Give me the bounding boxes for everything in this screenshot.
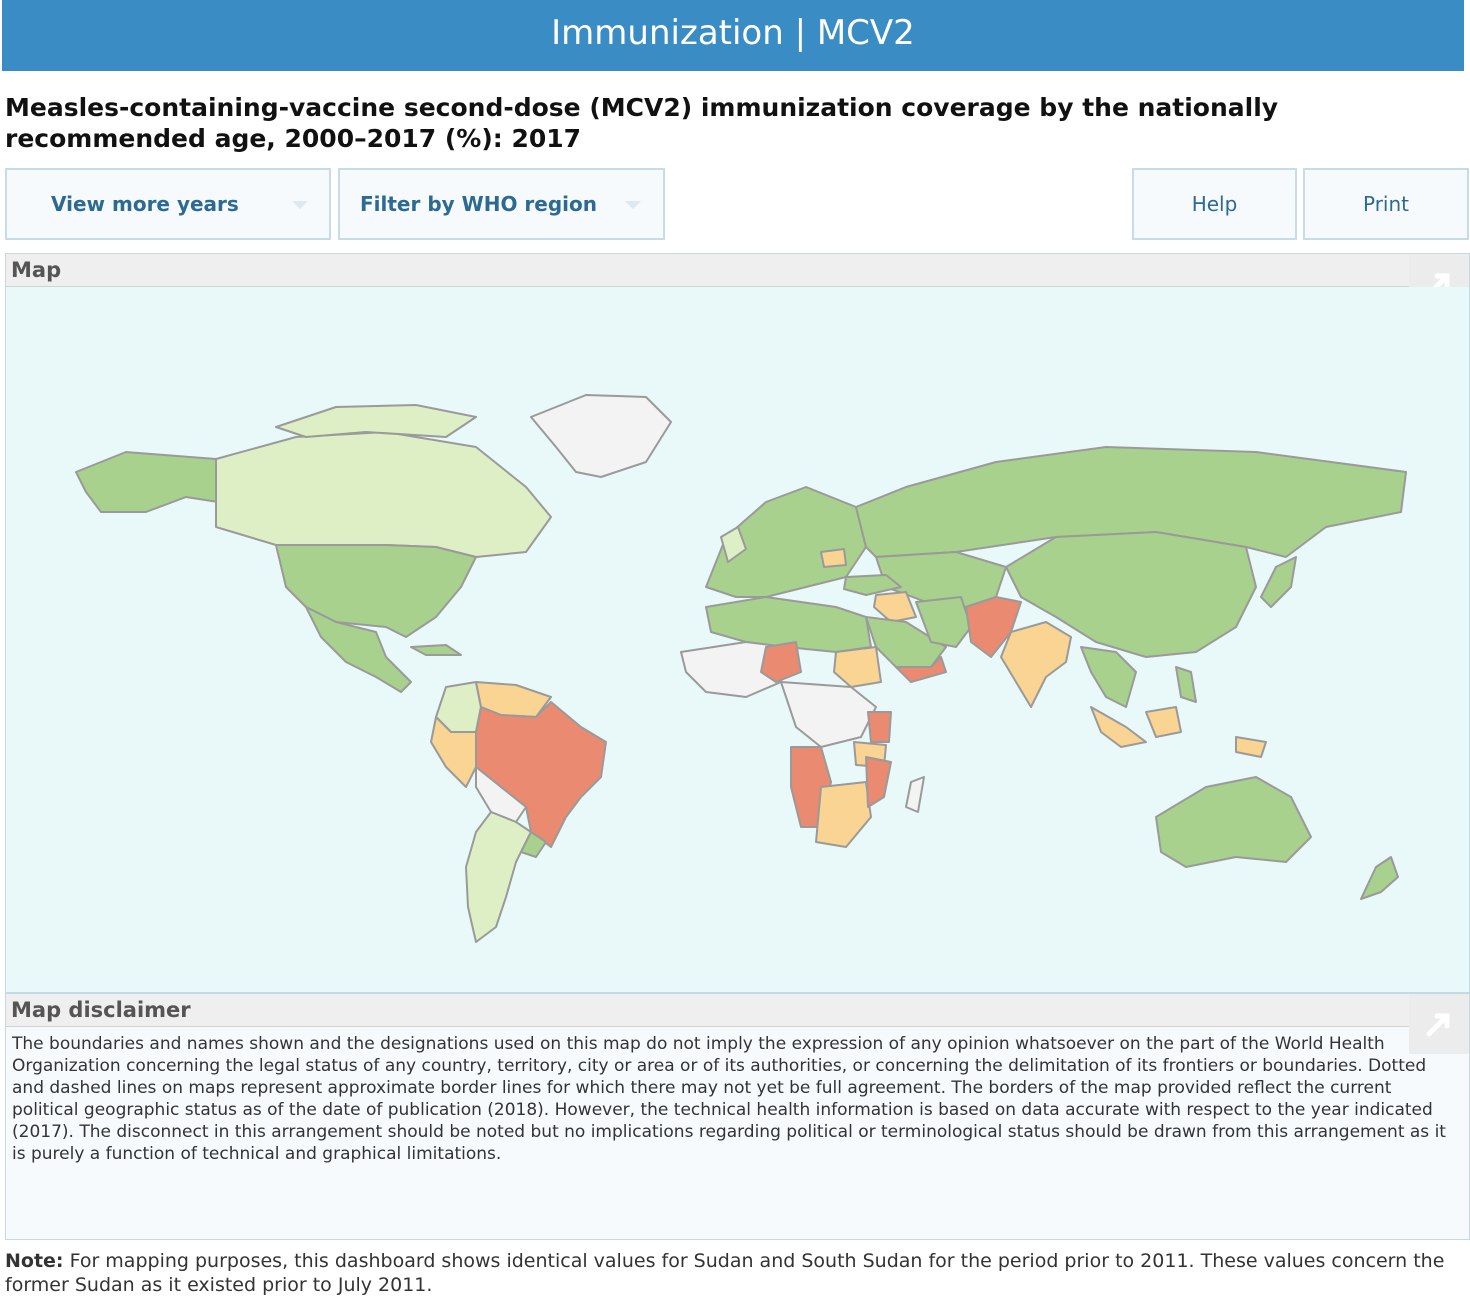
disclaimer-text: The boundaries and names shown and the d…	[12, 1034, 1446, 1164]
chevron-down-icon	[625, 201, 641, 209]
country-canada[interactable]	[215, 431, 552, 558]
country-philippines[interactable]	[1175, 666, 1197, 703]
note-label: Note:	[5, 1250, 64, 1272]
page-title: Measles-containing-vaccine second-dose (…	[5, 93, 1279, 153]
region-central-africa[interactable]	[780, 681, 877, 748]
chevron-down-icon	[292, 201, 308, 209]
country-peru[interactable]	[430, 716, 477, 788]
disclaimer-panel-title: Map disclaimer	[11, 998, 191, 1022]
country-indonesia-borneo[interactable]	[1145, 706, 1182, 738]
country-yemen[interactable]	[895, 656, 947, 683]
country-indonesia[interactable]	[1090, 706, 1147, 748]
country-iran[interactable]	[915, 596, 972, 648]
country-madagascar[interactable]	[905, 776, 925, 813]
country-mexico[interactable]	[305, 606, 412, 693]
help-button[interactable]: Help	[1132, 168, 1297, 240]
country-china[interactable]	[1005, 531, 1257, 658]
app-header: Immunization | MCV2	[2, 0, 1464, 71]
help-label: Help	[1191, 192, 1238, 216]
expand-arrow-icon	[1426, 1013, 1450, 1037]
country-syria-iraq[interactable]	[873, 591, 917, 623]
expand-disclaimer-button[interactable]	[1409, 994, 1469, 1054]
filter-who-region-label: Filter by WHO region	[360, 192, 597, 216]
map-panel-header: Map	[6, 254, 1469, 314]
print-button[interactable]: Print	[1303, 168, 1469, 240]
note-text: For mapping purposes, this dashboard sho…	[5, 1250, 1445, 1296]
country-alaska[interactable]	[75, 451, 219, 513]
region-southeast-asia[interactable]	[1080, 646, 1137, 708]
country-japan[interactable]	[1260, 556, 1297, 608]
choropleth-map[interactable]	[6, 287, 1469, 992]
country-mozambique[interactable]	[865, 756, 892, 808]
country-turkey[interactable]	[843, 574, 902, 596]
country-new-zealand[interactable]	[1360, 856, 1399, 900]
map-panel: Map	[5, 253, 1470, 993]
region-west-africa[interactable]	[680, 641, 787, 698]
header-title: Immunization | MCV2	[551, 13, 915, 53]
country-sudan[interactable]	[833, 646, 882, 688]
world-map-svg	[75, 394, 1407, 943]
country-usa[interactable]	[275, 544, 477, 638]
view-more-years-dropdown[interactable]: View more years	[5, 168, 331, 240]
filter-who-region-dropdown[interactable]: Filter by WHO region	[338, 168, 665, 240]
country-canada-islands[interactable]	[275, 404, 477, 438]
country-papua[interactable]	[1235, 736, 1267, 758]
country-greenland[interactable]	[530, 394, 672, 478]
country-india[interactable]	[1000, 621, 1072, 708]
country-australia[interactable]	[1155, 776, 1312, 868]
country-niger[interactable]	[760, 641, 802, 683]
map-panel-title: Map	[11, 258, 62, 282]
country-uruguay[interactable]	[520, 831, 547, 858]
country-south-africa[interactable]	[815, 781, 872, 848]
country-romania[interactable]	[820, 548, 847, 568]
country-cuba[interactable]	[410, 644, 462, 656]
disclaimer-panel: Map disclaimer The boundaries and names …	[5, 993, 1470, 1240]
print-label: Print	[1362, 192, 1409, 216]
view-more-years-label: View more years	[51, 192, 239, 216]
disclaimer-panel-header: Map disclaimer	[6, 994, 1469, 1054]
country-uk[interactable]	[720, 526, 747, 563]
country-kenya[interactable]	[867, 711, 892, 743]
country-argentina[interactable]	[465, 811, 532, 943]
